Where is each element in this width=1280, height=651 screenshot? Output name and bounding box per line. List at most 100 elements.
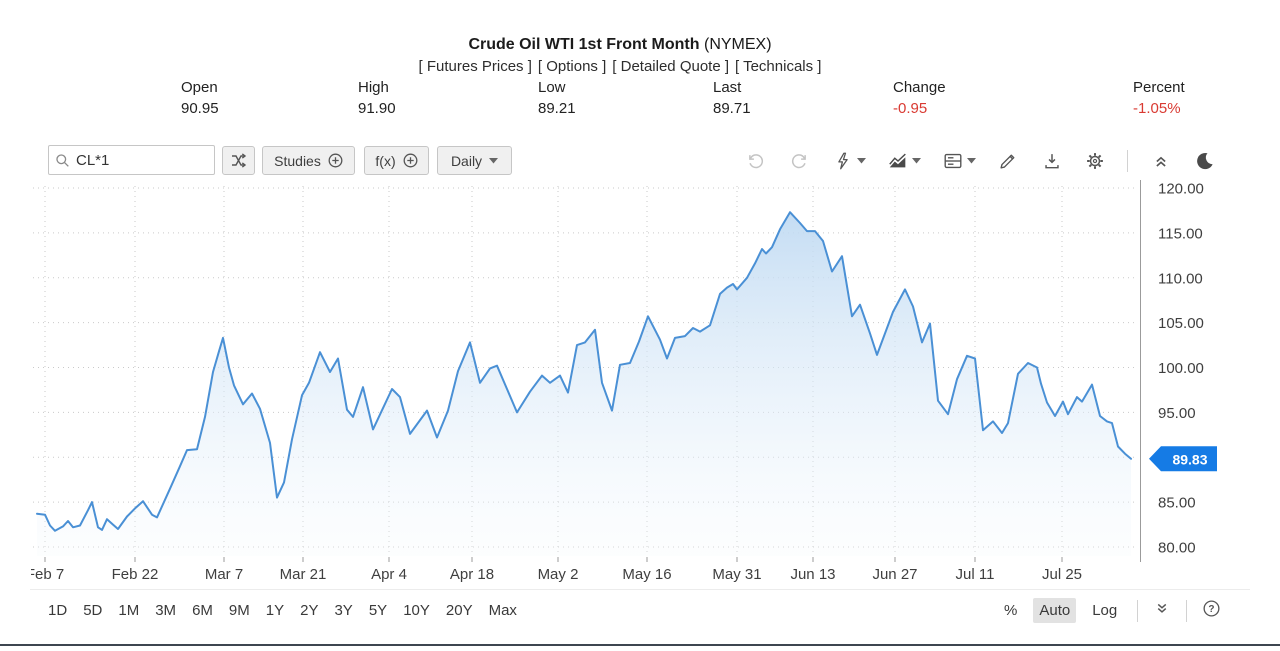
x-axis-label: May 31 [712,566,761,583]
redo-button[interactable] [788,150,810,172]
bottom-divider [1137,599,1139,622]
compare-button[interactable] [222,146,255,175]
bottom-divider [1186,599,1188,622]
range-button-3y[interactable]: 3Y [334,602,353,619]
auto-scale-button[interactable]: Auto [1033,598,1077,623]
header: Crude Oil WTI 1st Front Month (NYMEX) [0,36,1240,54]
range-button-1y[interactable]: 1Y [265,602,285,619]
plus-circle-icon [328,153,343,168]
x-axis-label: Feb 7 [26,566,64,583]
x-axis-label: Jun 27 [872,566,917,583]
range-button-3m[interactable]: 3M [155,602,177,619]
range-button-2y[interactable]: 2Y [300,602,319,619]
double-chevron-up-icon [1155,156,1166,167]
period-label: Daily [450,152,483,169]
price-series [36,211,1132,556]
layout-dropdown[interactable] [942,150,977,172]
pencil-icon [1000,154,1015,169]
range-button-max[interactable]: Max [488,602,517,619]
settings-button[interactable] [1084,150,1106,172]
range-button-1m[interactable]: 1M [118,602,140,619]
percent-scale-button[interactable]: % [1004,602,1018,619]
chevron-down-icon [967,158,977,164]
y-axis-label: 85.00 [1158,495,1196,512]
events-dropdown[interactable] [832,150,866,172]
compare-icon [232,153,247,168]
range-button-9m[interactable]: 9M [228,602,250,619]
quote-label: High [358,79,389,96]
exchange-label: (NYMEX) [703,36,772,53]
help-button[interactable]: ? [1201,598,1222,623]
studies-button[interactable]: Studies [262,146,355,175]
lightning-icon [837,152,848,170]
quote-value: 89.21 [538,100,576,117]
functions-button[interactable]: f(x) [364,146,429,175]
chevron-down-icon [911,158,921,164]
undo-icon [749,154,764,169]
range-button-1d[interactable]: 1D [48,602,68,619]
y-axis-label: 105.00 [1158,315,1204,332]
quote-value: 89.71 [713,100,751,117]
x-axis-label: Mar 21 [280,566,327,583]
range-button-5d[interactable]: 5D [83,602,103,619]
help-icon: ? [1203,600,1220,617]
chart-type-dropdown[interactable] [887,150,921,172]
header-link[interactable]: [ Detailed Quote ] [612,58,730,75]
quote-value: 91.90 [358,100,396,117]
range-button-10y[interactable]: 10Y [403,602,430,619]
y-axis-label: 120.00 [1158,181,1204,198]
y-axis-label: 115.00 [1158,225,1203,242]
period-dropdown[interactable]: Daily [437,146,512,175]
panels-icon [944,153,962,169]
download-icon [1045,154,1059,169]
last-price-value: 89.83 [1172,451,1207,467]
log-scale-button[interactable]: Log [1092,602,1118,619]
moon-icon [1197,152,1213,170]
header-link[interactable]: [ Technicals ] [735,58,822,75]
collapse-toolbar-button[interactable] [1150,150,1172,172]
download-button[interactable] [1041,150,1063,172]
range-button-5y[interactable]: 5Y [368,602,388,619]
y-axis-label: 110.00 [1158,270,1203,287]
x-axis-label: Apr 18 [450,566,494,583]
quote-label: Open [181,79,218,96]
header-link[interactable]: [ Futures Prices ] [418,58,532,75]
axis-labels: 120.00 115.00 110.00 105.00 100.00 95.00 85.00… [26,181,1204,584]
chart-bottom-divider [30,589,1250,590]
scale-controls: % Auto Log ? [998,598,1222,623]
page-title: Crude Oil WTI 1st Front Month (NYMEX) [0,36,1240,54]
draw-button[interactable] [997,150,1019,172]
header-link[interactable]: [ Options ] [537,58,607,75]
dark-mode-button[interactable] [1193,150,1215,172]
x-axis-label: May 2 [538,566,579,583]
chevron-down-icon [489,157,499,163]
quote-label: Low [538,79,566,96]
plus-circle-icon [403,153,418,168]
x-axis-label: Feb 22 [112,566,159,583]
x-axis-label: Jul 25 [1042,566,1082,583]
symbol-search[interactable] [48,145,215,175]
range-button-20y[interactable]: 20Y [445,602,473,619]
last-price-tag: 89.83 [1149,446,1217,472]
y-axis-label: 95.00 [1158,405,1196,422]
undo-button[interactable] [745,150,767,172]
area-chart-icon [889,153,906,168]
range-selector: 1D 5D 1M 3M 6M 9M 1Y 2Y 3Y 5Y 10Y 20Y Max [48,602,517,619]
symbol-title: Crude Oil WTI 1st Front Month [468,36,700,53]
symbol-input[interactable] [76,151,196,169]
search-icon [56,153,69,167]
range-button-6m[interactable]: 6M [192,602,213,619]
quote-label: Percent [1133,79,1185,96]
collapse-chart-button[interactable] [1152,599,1172,623]
studies-label: Studies [274,152,321,169]
gear-icon [1087,153,1103,169]
svg-text:?: ? [1209,604,1215,615]
quote-label: Last [713,79,742,96]
x-axis-label: Jun 13 [790,566,835,583]
header-links: [ Futures Prices ] [ Options ] [ Detailed … [0,58,1240,75]
axes [44,180,1141,562]
quote-value: 90.95 [181,100,219,117]
y-axis-label: 100.00 [1158,360,1204,377]
